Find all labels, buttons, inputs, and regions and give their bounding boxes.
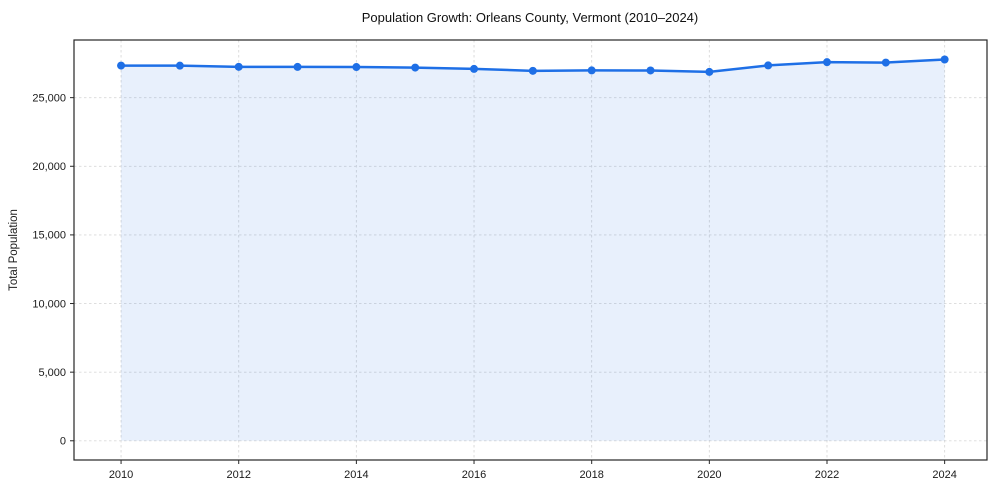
chart-title: Population Growth: Orleans County, Vermo…: [362, 10, 699, 25]
x-tick-label: 2024: [932, 469, 956, 481]
x-tick-label: 2012: [226, 469, 250, 481]
y-tick-label: 15,000: [32, 230, 66, 242]
x-tick-label: 2016: [462, 469, 486, 481]
y-tick-label: 25,000: [32, 92, 66, 104]
y-tick-label: 0: [60, 436, 66, 448]
gridlines: [74, 40, 987, 460]
x-tick-label: 2010: [109, 469, 133, 481]
area-series: [117, 55, 949, 441]
y-tick-label: 20,000: [32, 161, 66, 173]
axis-ticks: 0 5,000 10,000 15,000 20,000 25,000 2010 2012 20…: [32, 92, 957, 481]
y-tick-label: 5,000: [38, 367, 66, 379]
x-tick-label: 2020: [697, 469, 721, 481]
y-axis-label: Total Population: [8, 209, 20, 291]
x-tick-label: 2018: [579, 469, 603, 481]
y-tick-label: 10,000: [32, 298, 66, 310]
x-tick-label: 2014: [344, 469, 368, 481]
x-tick-label: 2022: [815, 469, 839, 481]
plot-border: [73, 39, 988, 461]
